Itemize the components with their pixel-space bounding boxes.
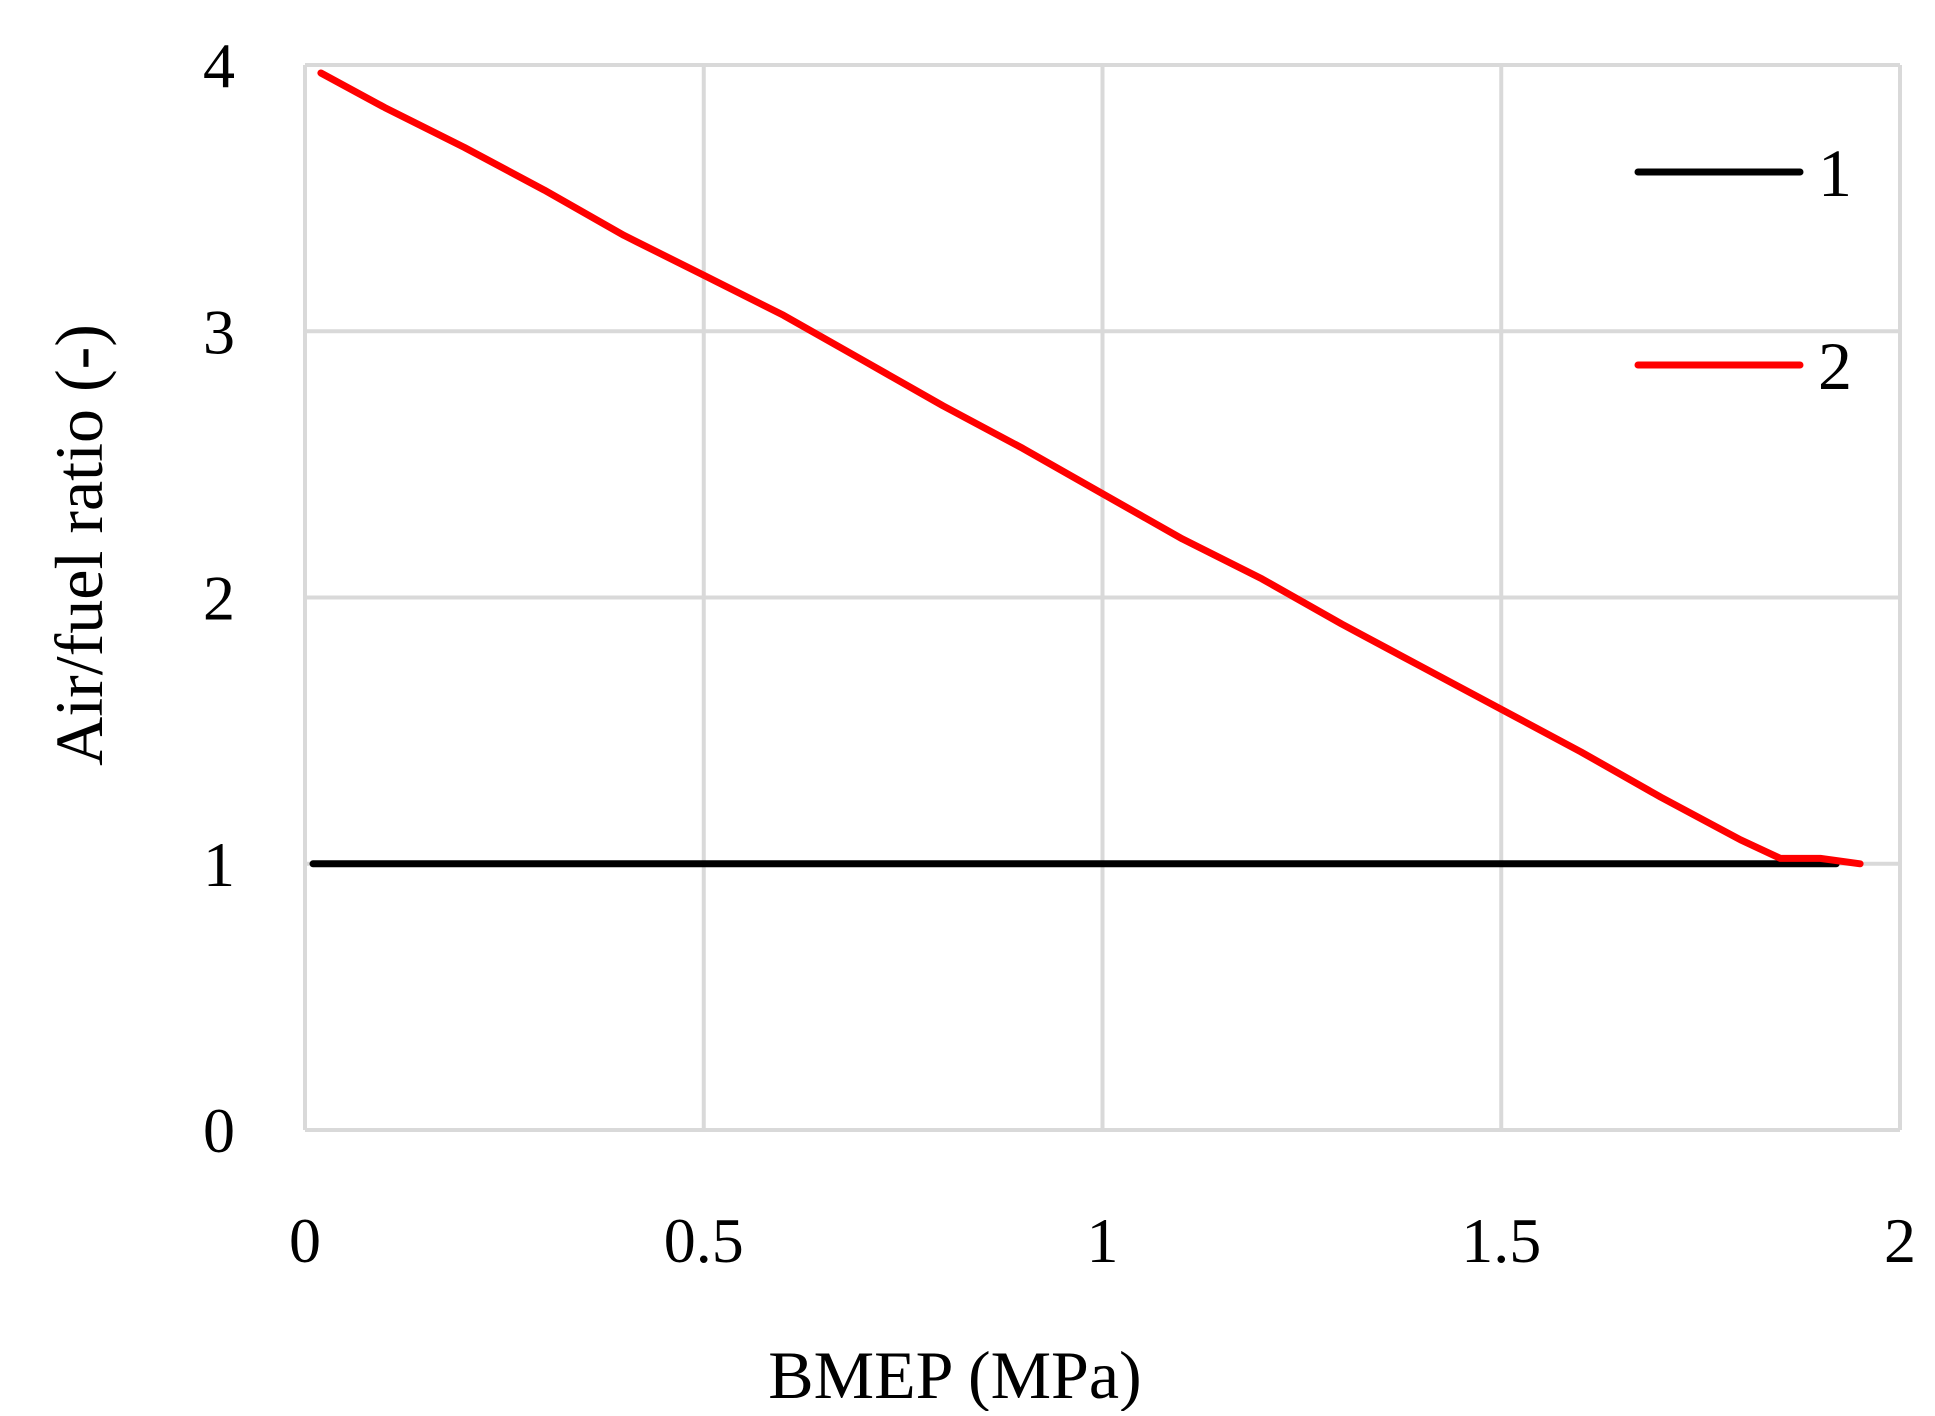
y-tick-label: 2 bbox=[203, 563, 235, 634]
y-tick-label: 3 bbox=[203, 296, 235, 367]
x-tick-label: 1.5 bbox=[1461, 1205, 1541, 1276]
series-layer bbox=[309, 69, 1864, 868]
x-tick-label: 1 bbox=[1087, 1205, 1119, 1276]
x-tick-label: 0 bbox=[289, 1205, 321, 1276]
legend-layer: 12 bbox=[1634, 135, 1852, 404]
grid-layer bbox=[305, 63, 1902, 1130]
legend-label-1: 1 bbox=[1818, 135, 1852, 211]
series-2-line bbox=[317, 69, 1864, 868]
axis-layer bbox=[303, 65, 1900, 1132]
x-tick-label: 0.5 bbox=[664, 1205, 744, 1276]
y-tick-label: 1 bbox=[203, 829, 235, 900]
legend-label-2: 2 bbox=[1818, 328, 1852, 404]
x-axis-title: BMEP (MPa) bbox=[768, 1337, 1141, 1411]
y-axis-title: Air/fuel ratio (-) bbox=[41, 324, 117, 766]
y-tick-label: 0 bbox=[203, 1095, 235, 1166]
x-tick-label: 2 bbox=[1884, 1205, 1916, 1276]
y-tick-label: 4 bbox=[203, 30, 235, 101]
